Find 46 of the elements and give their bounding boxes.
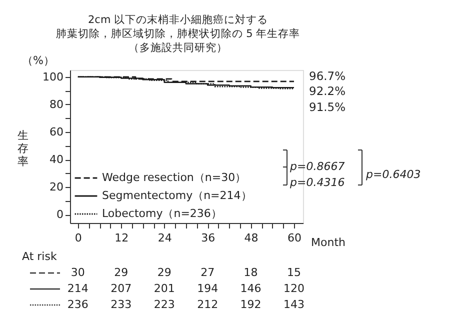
- text: 192: [240, 298, 262, 311]
- x-tick-label: 12: [114, 232, 129, 244]
- x-tick-label: 60: [287, 232, 302, 244]
- x-tick-label: 24: [158, 232, 172, 244]
- text: 120: [283, 282, 304, 295]
- y-tick-label: 0: [56, 208, 64, 222]
- y-tick-label: 60: [50, 126, 64, 139]
- text: 96.7%: [309, 69, 346, 83]
- text: 223: [154, 298, 175, 311]
- text: 212: [197, 298, 218, 311]
- y-axis-title: 生存率: [18, 129, 28, 168]
- text: 207: [110, 282, 132, 295]
- chart-subtitle: 肺葉切除，肺区域切除，肺楔状切除の 5 年生存率: [56, 27, 300, 40]
- text: 233: [110, 298, 132, 311]
- text: 214: [67, 282, 88, 295]
- legend-label: Wedge resection（n=30）: [102, 171, 246, 184]
- x-tick-label: 0: [74, 232, 82, 244]
- annotation: p=0.8667: [289, 160, 345, 173]
- text: （%）: [22, 54, 54, 67]
- text: 236: [67, 298, 88, 311]
- y-tick-label: 80: [50, 98, 64, 111]
- y-tick-label: 40: [50, 153, 64, 166]
- x-tick-label: 36: [201, 232, 216, 244]
- legend-label: Lobectomy（n=236）: [102, 207, 222, 220]
- text: p=0.6403: [365, 168, 421, 181]
- text: 146: [240, 282, 262, 295]
- text: 201: [154, 282, 175, 295]
- text: （多施設共同研究）: [128, 41, 228, 54]
- text: 29: [157, 266, 172, 279]
- text: 91.5%: [309, 100, 346, 114]
- legend-label: Segmentectomy（n=214）: [102, 189, 252, 202]
- y-tick-label: 100: [42, 70, 64, 84]
- x-axis-title: Month: [311, 236, 346, 249]
- chart-title: 2cm 以下の末梢非小細胞癌に対する: [88, 13, 268, 26]
- annotation: p=0.4316: [289, 176, 345, 189]
- text: 194: [197, 282, 218, 295]
- text: 15: [286, 266, 301, 279]
- text: 29: [114, 266, 128, 279]
- text: 18: [244, 266, 258, 279]
- text: 30: [70, 266, 85, 279]
- text: At risk: [22, 250, 58, 263]
- text: 92.2%: [309, 84, 346, 98]
- text: 27: [200, 266, 215, 279]
- y-tick-label: 20: [50, 180, 64, 194]
- text: 143: [283, 298, 304, 311]
- x-tick-label: 48: [244, 232, 258, 244]
